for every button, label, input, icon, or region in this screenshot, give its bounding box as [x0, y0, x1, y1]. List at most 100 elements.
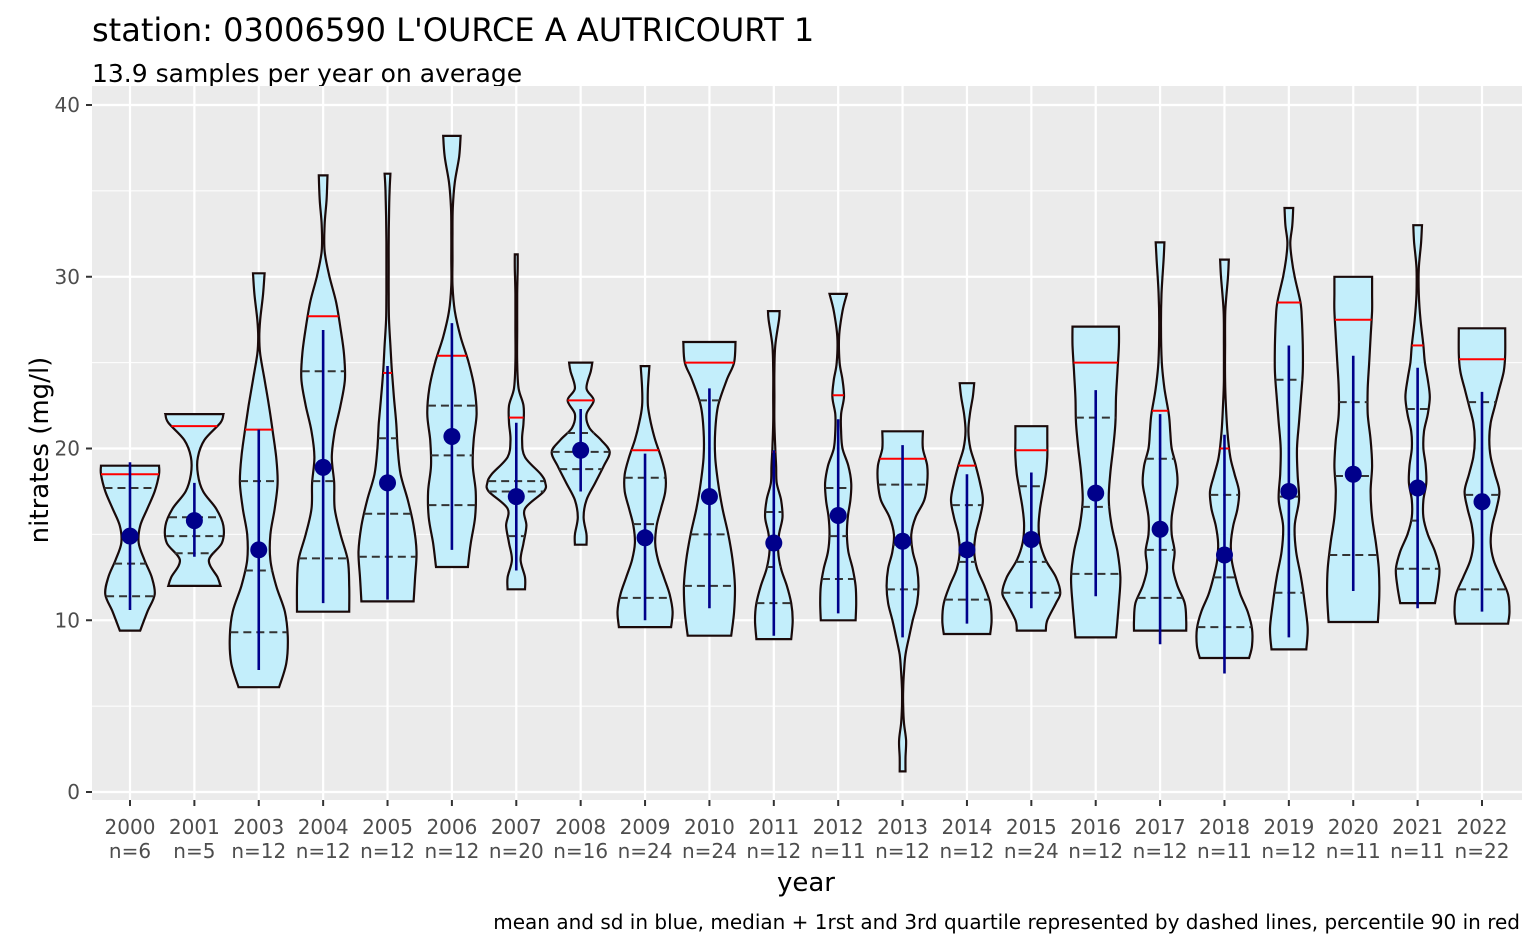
x-tick-label-year: 2018: [1199, 815, 1250, 839]
mean-point: [1344, 465, 1362, 483]
x-tick-label-count: n=12: [1068, 839, 1123, 863]
violin-2017: [1132, 241, 1188, 645]
x-tick-label-year: 2003: [233, 815, 284, 839]
x-tick-label-count: n=12: [360, 839, 415, 863]
x-tick-label-count: n=24: [618, 839, 673, 863]
x-tick-label-count: n=24: [682, 839, 737, 863]
mean-point: [1022, 531, 1040, 549]
x-tick-label-count: n=12: [424, 839, 479, 863]
violin-2011: [753, 310, 794, 641]
violin-2008: [550, 361, 611, 546]
x-tick-label-year: 2000: [105, 815, 156, 839]
x-tick-label-count: n=22: [1455, 839, 1510, 863]
mean-point: [121, 527, 139, 545]
violin-2009: [616, 365, 674, 629]
y-axis-title: nitrates (mg/l): [25, 357, 55, 544]
x-tick-label-count: n=12: [1261, 839, 1316, 863]
y-tick-label: 20: [55, 437, 80, 461]
x-tick-label-year: 2007: [491, 815, 542, 839]
mean-point: [1409, 479, 1427, 497]
violin-2001: [163, 413, 226, 587]
mean-point: [829, 506, 847, 524]
x-tick-label-year: 2005: [362, 815, 413, 839]
x-tick-label-year: 2010: [684, 815, 735, 839]
x-tick-label-year: 2017: [1135, 815, 1186, 839]
mean-point: [443, 427, 461, 445]
violin-2019: [1268, 206, 1309, 651]
mean-point: [636, 529, 654, 547]
x-tick-label-year: 2016: [1070, 815, 1121, 839]
x-tick-label-count: n=6: [109, 839, 151, 863]
x-tick-label-year: 2011: [748, 815, 799, 839]
violin-2020: [1325, 275, 1381, 624]
mean-point: [894, 532, 912, 550]
violin-2004: [295, 174, 351, 613]
mean-point: [572, 441, 590, 459]
mean-point: [250, 541, 268, 559]
x-tick-label-year: 2022: [1457, 815, 1508, 839]
y-tick-label: 40: [55, 93, 80, 117]
violins: [99, 134, 1511, 773]
x-tick-label-count: n=11: [811, 839, 866, 863]
x-tick-label-year: 2019: [1263, 815, 1314, 839]
violin-2014: [941, 382, 993, 636]
x-tick-label-year: 2006: [426, 815, 477, 839]
x-tick-label-year: 2015: [1006, 815, 1057, 839]
x-tick-label-count: n=11: [1326, 839, 1381, 863]
x-tick-label-count: n=12: [746, 839, 801, 863]
mean-point: [1151, 520, 1169, 538]
x-tick-label-count: n=20: [489, 839, 544, 863]
x-tick-label-count: n=11: [1197, 839, 1252, 863]
x-tick-label-count: n=16: [553, 839, 608, 863]
chart-title: station: 03006590 L'OURCE A AUTRICOURT 1: [92, 11, 814, 49]
mean-point: [1280, 482, 1298, 500]
mean-point: [700, 488, 718, 506]
violin-2013: [876, 430, 929, 773]
chart-caption: mean and sd in blue, median + 1rst and 3…: [493, 910, 1520, 934]
chart-subtitle: 13.9 samples per year on average: [92, 59, 522, 88]
violin-2012: [819, 292, 858, 622]
mean-point: [1215, 546, 1233, 564]
mean-point: [507, 488, 525, 506]
violin-2022: [1453, 327, 1511, 625]
violin-2010: [682, 340, 737, 637]
mean-point: [1087, 484, 1105, 502]
x-tick-label-year: 2020: [1328, 815, 1379, 839]
mean-point: [379, 474, 397, 492]
violin-2003: [228, 272, 289, 689]
y-tick-label: 0: [67, 780, 80, 804]
x-tick-label-count: n=5: [173, 839, 215, 863]
x-tick-label-year: 2013: [877, 815, 928, 839]
x-tick-label-year: 2001: [169, 815, 220, 839]
violin-2018: [1195, 258, 1254, 674]
x-tick-label-year: 2012: [813, 815, 864, 839]
violin-2007: [485, 253, 548, 591]
x-tick-label-count: n=11: [1390, 839, 1445, 863]
x-tick-label-year: 2009: [620, 815, 671, 839]
mean-point: [1473, 493, 1491, 511]
violin-2021: [1394, 224, 1441, 609]
x-tick-label-count: n=12: [231, 839, 286, 863]
mean-point: [958, 541, 976, 559]
x-tick-label-year: 2004: [298, 815, 349, 839]
x-axis: 2000n=62001n=52003n=122004n=122005n=1220…: [105, 800, 1510, 863]
violin-2005: [357, 172, 418, 603]
x-tick-label-year: 2014: [941, 815, 992, 839]
y-axis: 0 10 20 30 40: [55, 93, 92, 804]
x-tick-label-year: 2021: [1392, 815, 1443, 839]
x-tick-label-count: n=12: [940, 839, 995, 863]
plot-panel: [92, 86, 1522, 800]
mean-point: [314, 458, 332, 476]
violin-2006: [426, 134, 478, 569]
x-tick-label-year: 2008: [555, 815, 606, 839]
violin-2000: [99, 462, 161, 632]
x-tick-label-count: n=12: [1133, 839, 1188, 863]
violin-2015: [1001, 425, 1062, 632]
x-tick-label-count: n=12: [875, 839, 930, 863]
x-axis-title: year: [777, 868, 835, 898]
violin-2016: [1069, 325, 1122, 639]
y-tick-label: 10: [55, 608, 80, 632]
x-tick-label-count: n=24: [1004, 839, 1059, 863]
mean-point: [765, 534, 783, 552]
